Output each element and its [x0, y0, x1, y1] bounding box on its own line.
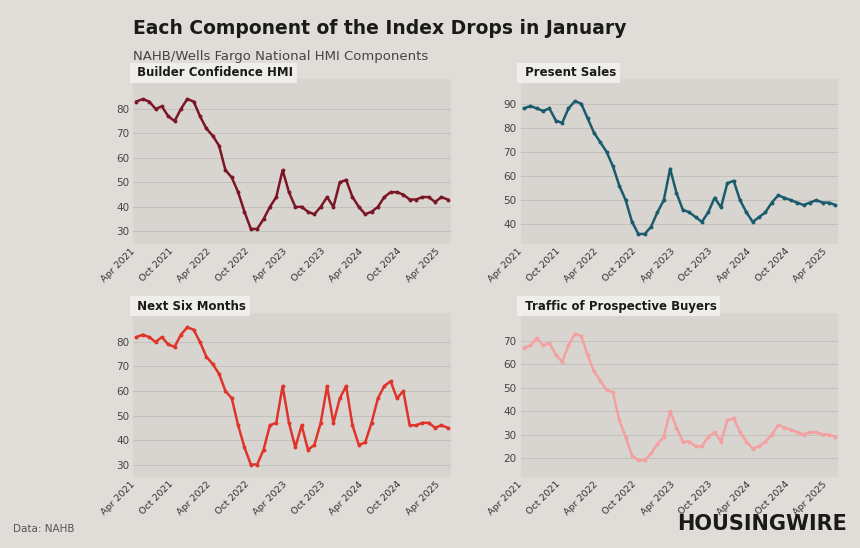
Text: Each Component of the Index Drops in January: Each Component of the Index Drops in Jan…: [133, 19, 627, 38]
Text: Builder Confidence HMI: Builder Confidence HMI: [133, 66, 293, 79]
Text: Traffic of Prospective Buyers: Traffic of Prospective Buyers: [521, 300, 716, 312]
Text: HOUSINGWIRE: HOUSINGWIRE: [677, 515, 847, 534]
Text: Data: NAHB: Data: NAHB: [13, 524, 75, 534]
Text: Present Sales: Present Sales: [521, 66, 616, 79]
Text: Next Six Months: Next Six Months: [133, 300, 246, 312]
Text: NAHB/Wells Fargo National HMI Components: NAHB/Wells Fargo National HMI Components: [133, 50, 428, 64]
